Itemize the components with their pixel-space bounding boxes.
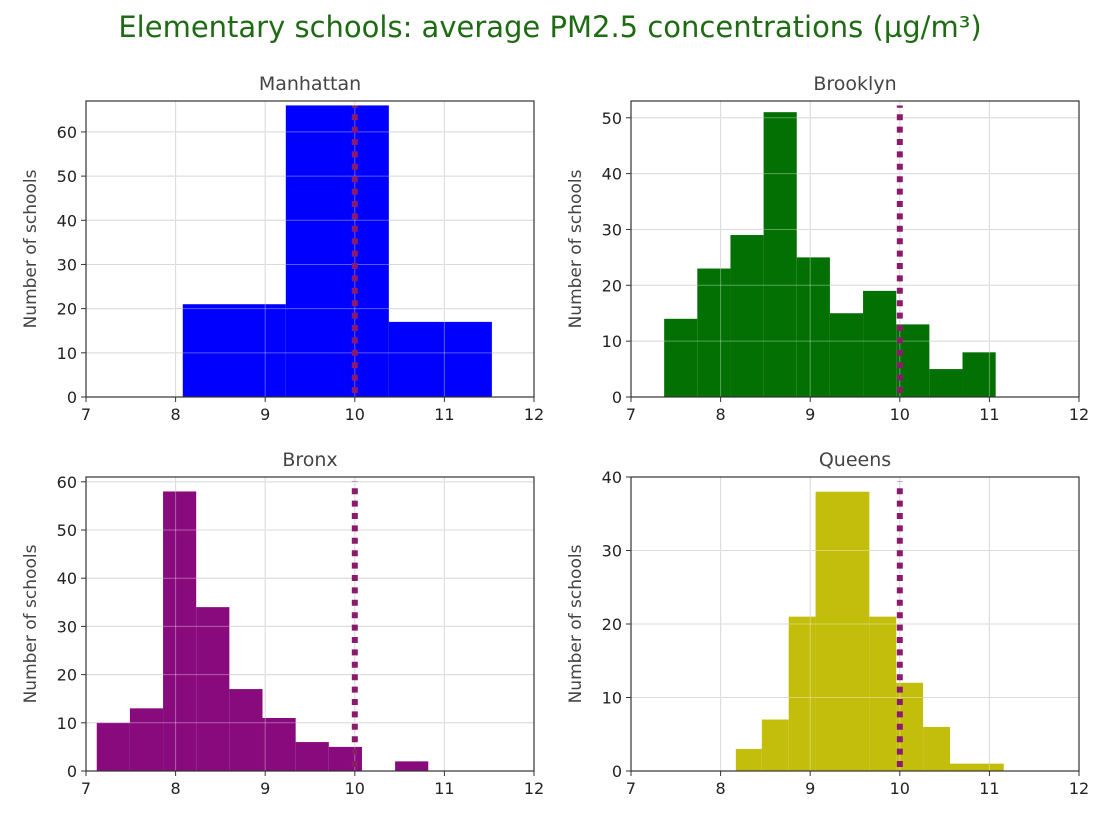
- y-tick-label: 10: [57, 714, 77, 733]
- y-tick-label: 60: [57, 473, 77, 492]
- histogram-bar: [96, 722, 130, 771]
- y-tick-label: 10: [602, 332, 622, 351]
- y-tick-label: 0: [612, 762, 622, 781]
- y-tick-label: 30: [57, 617, 77, 636]
- x-tick-label: 7: [81, 405, 91, 424]
- y-axis-label: Number of schools: [21, 544, 41, 703]
- histogram-bar: [815, 491, 870, 771]
- histogram-bar: [697, 268, 731, 397]
- x-tick-label: 11: [979, 779, 999, 798]
- histogram-bar: [388, 321, 492, 397]
- y-tick-label: 20: [602, 615, 622, 634]
- panel-manhattan: 7 8 9 10 11 12 0 10 20 30 40 50 60 Manhattan Number of…: [21, 73, 544, 424]
- y-axis-label: Number of schools: [21, 169, 41, 328]
- panel-brooklyn: 7 8 9 10 11 12 0 10 20 30 40 50 Brooklyn Number of sc…: [566, 73, 1089, 424]
- x-tick-label: 11: [434, 779, 454, 798]
- x-tick-label: 12: [524, 779, 544, 798]
- histogram-bar: [262, 717, 296, 771]
- panel-title: Queens: [819, 449, 891, 471]
- histogram-bar: [182, 304, 286, 397]
- y-tick-label: 40: [602, 165, 622, 184]
- y-tick-label: 20: [57, 300, 77, 319]
- y-tick-label: 40: [57, 569, 77, 588]
- histogram-bar: [295, 742, 329, 771]
- x-tick-label: 8: [171, 405, 181, 424]
- axes-frame: [85, 476, 535, 772]
- x-tick-label: 9: [805, 779, 815, 798]
- x-tick-label: 9: [260, 779, 270, 798]
- x-tick-label: 10: [890, 779, 910, 798]
- histogram-bar: [196, 607, 230, 771]
- x-tick-label: 12: [1069, 779, 1089, 798]
- y-tick-label: 20: [602, 276, 622, 295]
- histogram-bar: [929, 369, 963, 397]
- histogram-bar: [796, 257, 830, 397]
- histogram-bar: [163, 491, 197, 771]
- y-axis-label: Number of schools: [566, 544, 586, 703]
- histogram-bar: [761, 719, 789, 771]
- y-axis-label: Number of schools: [566, 169, 586, 328]
- panel-title: Manhattan: [259, 73, 361, 95]
- y-tick-label: 10: [57, 344, 77, 363]
- axes-frame: [85, 100, 535, 398]
- x-tick-label: 10: [345, 779, 365, 798]
- y-tick-label: 0: [67, 762, 77, 781]
- histogram-bar: [788, 616, 816, 771]
- panel-queens: 7 8 9 10 11 12 0 10 20 30 40 Queens Number of school…: [566, 449, 1089, 798]
- y-tick-label: 30: [602, 542, 622, 561]
- x-tick-label: 9: [805, 405, 815, 424]
- x-tick-label: 9: [260, 405, 270, 424]
- x-tick-label: 10: [345, 405, 365, 424]
- histogram-bar: [949, 763, 1004, 771]
- y-tick-label: 50: [57, 167, 77, 186]
- y-tick-label: 20: [57, 666, 77, 685]
- x-tick-label: 7: [626, 779, 636, 798]
- y-tick-label: 50: [57, 521, 77, 540]
- x-tick-label: 7: [81, 779, 91, 798]
- y-tick-label: 10: [602, 689, 622, 708]
- page-title: Elementary schools: average PM2.5 concen…: [118, 10, 982, 44]
- histogram-bar: [395, 761, 429, 771]
- histogram-bar: [129, 708, 164, 771]
- x-tick-label: 8: [716, 405, 726, 424]
- histogram-bar: [229, 689, 263, 771]
- histogram-bar: [923, 726, 950, 771]
- histogram-bar: [664, 318, 698, 397]
- y-tick-label: 60: [57, 123, 77, 142]
- histogram-bar: [863, 290, 897, 397]
- y-tick-label: 0: [612, 388, 622, 407]
- x-tick-label: 12: [524, 405, 544, 424]
- y-tick-label: 0: [67, 388, 77, 407]
- panel-bronx: 7 8 9 10 11 12 0 10 20 30 40 50 60 Bronx Number of sch…: [21, 449, 544, 798]
- y-tick-label: 40: [602, 468, 622, 487]
- y-tick-label: 30: [57, 255, 77, 274]
- x-tick-label: 8: [716, 779, 726, 798]
- y-tick-label: 40: [57, 211, 77, 230]
- x-tick-label: 7: [626, 405, 636, 424]
- histogram-bar: [730, 235, 764, 397]
- axes-frame: [630, 100, 1080, 398]
- histogram-bar: [896, 324, 930, 397]
- x-tick-label: 8: [171, 779, 181, 798]
- histogram-bar: [763, 112, 797, 398]
- x-tick-label: 10: [890, 405, 910, 424]
- x-tick-label: 11: [434, 405, 454, 424]
- histogram-bar: [735, 748, 762, 771]
- y-tick-label: 50: [602, 109, 622, 128]
- x-tick-label: 11: [979, 405, 999, 424]
- y-tick-label: 30: [602, 220, 622, 239]
- panel-title: Brooklyn: [813, 73, 896, 95]
- histogram-bar: [869, 616, 897, 771]
- histogram-bar: [285, 105, 389, 397]
- x-tick-label: 12: [1069, 405, 1089, 424]
- histogram-bar: [962, 352, 996, 397]
- histogram-bar: [829, 313, 864, 397]
- panel-title: Bronx: [282, 449, 337, 471]
